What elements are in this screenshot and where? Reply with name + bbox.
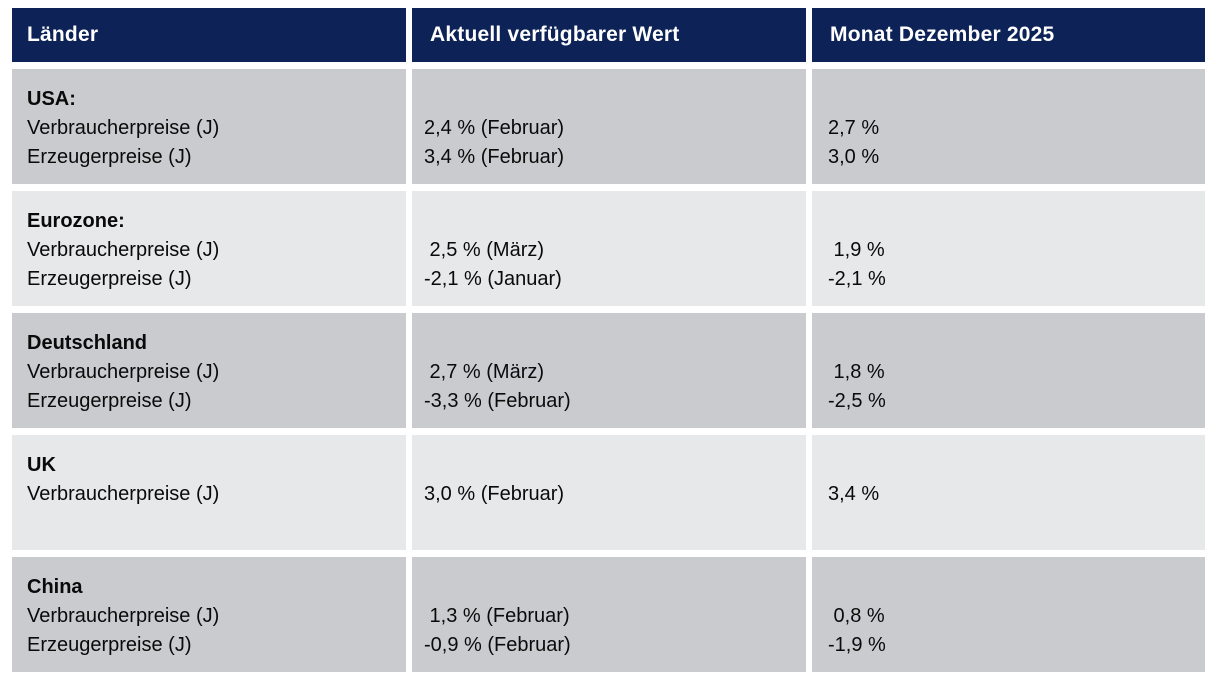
current-value-cell: 3,0 % (Februar) (412, 435, 806, 550)
spacer-line (424, 451, 798, 480)
spacer-line (828, 207, 1197, 236)
column-header-label: Aktuell verfügbarer Wert (430, 23, 680, 46)
current-value: 3,0 % (Februar) (424, 483, 565, 505)
december-value-cell: 3,4 % (812, 435, 1205, 550)
current-value: -0,9 % (Februar) (424, 634, 571, 656)
column-header-label: Monat Dezember 2025 (830, 23, 1055, 46)
december-value: 2,7 % (828, 117, 880, 139)
metric-label: Erzeugerpreise (J) (27, 146, 192, 168)
spacer-line (828, 573, 1197, 602)
current-value-cell: 2,5 % (März) -2,1 % (Januar) (412, 191, 806, 306)
metric-label: Verbraucherpreise (J) (27, 361, 220, 383)
inflation-table: Länder Aktuell verfügbarer Wert Monat De… (12, 8, 1205, 672)
december-value: 3,4 % (828, 483, 880, 505)
country-cell-china: China Verbraucherpreise (J) Erzeugerprei… (12, 557, 406, 672)
current-value-cell: 1,3 % (Februar) -0,9 % (Februar) (412, 557, 806, 672)
metric-label: Verbraucherpreise (J) (27, 117, 220, 139)
december-value: 3,0 % (828, 146, 880, 168)
december-value: -1,9 % (828, 634, 886, 656)
current-value: 1,3 % (Februar) (424, 605, 570, 627)
current-value: -2,1 % (Januar) (424, 268, 562, 290)
metric-label: Erzeugerpreise (J) (27, 390, 192, 412)
december-value: 0,8 % (828, 605, 885, 627)
spacer-line (828, 85, 1197, 114)
december-value: -2,5 % (828, 390, 886, 412)
spacer-line (828, 451, 1197, 480)
december-value-cell: 0,8 % -1,9 % (812, 557, 1205, 672)
spacer-line (424, 573, 798, 602)
metric-label (27, 509, 398, 538)
current-value: 2,7 % (März) (424, 361, 545, 383)
country-cell-deutschland: Deutschland Verbraucherpreise (J) Erzeug… (12, 313, 406, 428)
spacer-line (424, 85, 798, 114)
spacer-line (828, 329, 1197, 358)
country-cell-uk: UK Verbraucherpreise (J) (12, 435, 406, 550)
current-value: 3,4 % (Februar) (424, 146, 565, 168)
country-cell-usa: USA: Verbraucherpreise (J) Erzeugerpreis… (12, 69, 406, 184)
country-name: China (27, 576, 83, 598)
current-value: 2,4 % (Februar) (424, 117, 565, 139)
metric-label: Verbraucherpreise (J) (27, 483, 220, 505)
country-name: Deutschland (27, 332, 148, 354)
country-name: Eurozone: (27, 210, 125, 232)
spacer-line (424, 207, 798, 236)
current-value-cell: 2,4 % (Februar) 3,4 % (Februar) (412, 69, 806, 184)
december-value: 1,8 % (828, 361, 885, 383)
column-header-monat-dezember: Monat Dezember 2025 (812, 8, 1205, 62)
december-value-cell: 2,7 % 3,0 % (812, 69, 1205, 184)
december-value: 1,9 % (828, 239, 885, 261)
current-value-cell: 2,7 % (März) -3,3 % (Februar) (412, 313, 806, 428)
metric-label: Verbraucherpreise (J) (27, 605, 220, 627)
december-value: -2,1 % (828, 268, 886, 290)
country-cell-eurozone: Eurozone: Verbraucherpreise (J) Erzeuger… (12, 191, 406, 306)
current-value: -3,3 % (Februar) (424, 390, 571, 412)
metric-label: Erzeugerpreise (J) (27, 634, 192, 656)
column-header-laender: Länder (12, 8, 406, 62)
column-header-label: Länder (27, 23, 99, 46)
country-name: UK (27, 454, 56, 476)
current-value: 2,5 % (März) (424, 239, 545, 261)
december-value (828, 509, 1197, 538)
country-name: USA: (27, 88, 76, 110)
current-value (424, 509, 798, 538)
metric-label: Erzeugerpreise (J) (27, 268, 192, 290)
spacer-line (424, 329, 798, 358)
december-value-cell: 1,8 % -2,5 % (812, 313, 1205, 428)
metric-label: Verbraucherpreise (J) (27, 239, 220, 261)
column-header-aktueller-wert: Aktuell verfügbarer Wert (412, 8, 806, 62)
december-value-cell: 1,9 % -2,1 % (812, 191, 1205, 306)
